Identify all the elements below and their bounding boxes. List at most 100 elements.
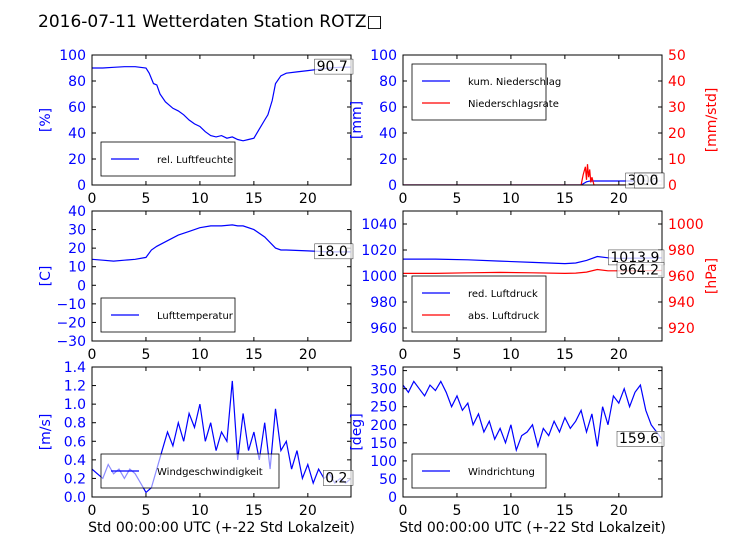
- x-tick-label: 0: [88, 191, 97, 207]
- y-tick-label-right: 1000: [668, 217, 704, 233]
- x-axis-label: Std 00:00:00 UTC (+-22 Std Lokalzeit): [399, 520, 666, 536]
- x-tick-label: 0: [88, 503, 97, 519]
- x-tick-label: 0: [399, 347, 408, 363]
- x-tick-label: 20: [610, 503, 628, 519]
- y-tick-label: 50: [379, 472, 397, 488]
- legend-label: Lufttemperatur: [157, 311, 234, 322]
- x-tick-label: 10: [191, 191, 209, 207]
- y-tick-label: 1.4: [64, 360, 86, 376]
- x-tick-label: 5: [452, 191, 461, 207]
- x-tick-label: 0: [399, 191, 408, 207]
- legend-label: abs. Luftdruck: [468, 311, 539, 322]
- y-tick-label: 250: [370, 400, 397, 416]
- y-tick-label: 80: [68, 74, 86, 90]
- last-value-label: 1013.9: [610, 250, 659, 266]
- plot-frame: [91, 366, 352, 498]
- y-tick-label: 0.0: [64, 490, 86, 506]
- last-value-label: 0.0: [636, 173, 658, 189]
- y-tick-label-right: 30: [668, 100, 686, 116]
- x-tick-label: 20: [610, 347, 628, 363]
- y-tick-label: 0.4: [64, 453, 86, 469]
- y-tick-label: 40: [379, 126, 397, 142]
- legend-label: rel. Luftfeuchte: [157, 155, 233, 166]
- y-tick-label: 60: [379, 100, 397, 116]
- y-tick-label: 1040: [361, 217, 397, 233]
- x-axis-label: Std 00:00:00 UTC (+-22 Std Lokalzeit): [88, 520, 355, 536]
- x-tick-label: 5: [452, 503, 461, 519]
- x-tick-label: 5: [452, 347, 461, 363]
- x-tick-label: 0: [88, 347, 97, 363]
- y-tick-label: 0.8: [64, 416, 86, 432]
- x-tick-label: 15: [556, 191, 574, 207]
- y-tick-label-right: 940: [668, 295, 695, 311]
- legend-box: [411, 275, 547, 333]
- x-tick-label: 15: [245, 191, 263, 207]
- y-tick-label: 1.0: [64, 397, 86, 413]
- y-tick-label: −20: [56, 315, 86, 331]
- last-value-label: 18.0: [317, 244, 348, 260]
- y-tick-label-right: 0: [668, 178, 677, 194]
- y-axis-label: [C]: [38, 266, 54, 287]
- x-tick-label: 20: [299, 503, 317, 519]
- plot-frame: [402, 54, 663, 186]
- x-tick-label: 20: [610, 191, 628, 207]
- x-tick-label: 5: [141, 503, 150, 519]
- y-tick-label: 0.2: [64, 471, 86, 487]
- chart-panel-4: 0 5 10 15 20 960 980 1000 1020 1040 920 940 960 980 10…: [361, 210, 720, 363]
- y-tick-label-right: 920: [668, 321, 695, 337]
- plot-frame: [91, 54, 352, 186]
- y-tick-label: 30: [68, 223, 86, 239]
- x-tick-label: 10: [191, 347, 209, 363]
- y-tick-label: 350: [370, 364, 397, 380]
- chart-panel-6: 0 5 10 15 20050100150200250300350[deg]Windri…: [349, 364, 666, 536]
- series-line-primary: [403, 380, 662, 453]
- x-tick-label: 20: [299, 191, 317, 207]
- x-tick-label: 10: [502, 503, 520, 519]
- y-tick-label: 20: [68, 241, 86, 257]
- y-tick-label: 1.2: [64, 379, 86, 395]
- x-tick-label: 5: [141, 347, 150, 363]
- x-tick-label: 15: [556, 503, 574, 519]
- value-label-box: [314, 58, 354, 75]
- legend-label: kum. Niederschlag: [468, 77, 561, 88]
- chart-panel-2: 0 5 10 15 20 0 20 40 60 80 100 0 10 20 30 40 50 [mm] [mm/s…: [349, 48, 720, 207]
- last-value-label: 964.2: [619, 263, 659, 279]
- y-tick-label: 1020: [361, 243, 397, 259]
- value-label-box: [616, 262, 665, 278]
- value-label-box: [634, 172, 665, 189]
- x-tick-label: 10: [502, 347, 520, 363]
- legend-label: Niederschlagsrate: [468, 99, 559, 110]
- y-axis-label: [m/s]: [38, 414, 54, 451]
- y-tick-label: 0: [388, 490, 397, 506]
- chart-panel-1: 0 5 10 15 20 0 20 40 60 80 100 [%] rel. Luftfeuchte 9…: [38, 48, 354, 207]
- value-label-box: [323, 470, 354, 486]
- y-tick-label: 0.6: [64, 434, 86, 450]
- y-tick-label: −30: [56, 334, 86, 350]
- x-tick-label: 0: [399, 503, 408, 519]
- x-tick-label: 15: [245, 347, 263, 363]
- legend-box: [411, 63, 547, 121]
- legend-label: red. Luftdruck: [468, 289, 538, 300]
- y-tick-label: −10: [56, 297, 86, 313]
- x-tick-label: 10: [191, 503, 209, 519]
- y-tick-label: 10: [68, 260, 86, 276]
- y-tick-label: 960: [370, 321, 397, 337]
- y-tick-label: 1000: [361, 269, 397, 285]
- x-tick-label: 5: [141, 191, 150, 207]
- chart-panel-5: 0 5 10 15 20 0.0 0.2 0.4 0.6 0.8 1.0 1.2 1.4 [m/s] Win…: [38, 360, 355, 536]
- y-tick-label: 0: [388, 178, 397, 194]
- y-tick-label: 60: [68, 100, 86, 116]
- x-tick-label: 20: [299, 347, 317, 363]
- y-tick-label: 40: [68, 204, 86, 220]
- series-line-primary: [92, 224, 351, 262]
- y-tick-label: 100: [370, 454, 397, 470]
- x-tick-label: 10: [502, 191, 520, 207]
- y-tick-label-right: 10: [668, 152, 686, 168]
- y-tick-label: 980: [370, 295, 397, 311]
- last-value-label: 0.2: [325, 470, 347, 486]
- plot-frame: [91, 210, 352, 342]
- y-tick-label: 80: [379, 74, 397, 90]
- y-tick-label: 20: [68, 152, 86, 168]
- value-label-box: [314, 243, 354, 260]
- y-tick-label: 100: [370, 48, 397, 64]
